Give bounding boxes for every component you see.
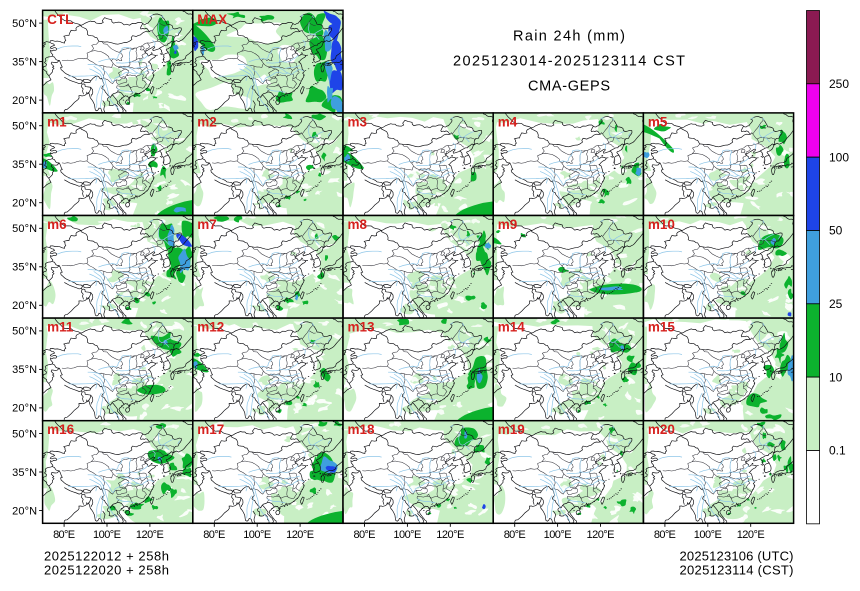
svg-text:10: 10 (829, 370, 843, 384)
svg-text:50: 50 (829, 224, 843, 238)
svg-text:100°E: 100°E (694, 529, 722, 541)
svg-text:25: 25 (829, 297, 843, 311)
svg-text:80°E: 80°E (654, 529, 676, 541)
svg-text:m17: m17 (197, 422, 224, 437)
svg-text:m14: m14 (498, 320, 526, 335)
svg-text:m15: m15 (648, 320, 676, 335)
svg-text:35°N: 35°N (12, 467, 37, 479)
svg-text:20°N: 20°N (12, 403, 37, 415)
svg-text:80°E: 80°E (203, 529, 225, 541)
svg-text:20°N: 20°N (12, 198, 37, 210)
svg-text:120°E: 120°E (587, 529, 615, 541)
svg-text:m12: m12 (197, 320, 224, 335)
svg-text:m2: m2 (197, 114, 217, 129)
svg-text:m20: m20 (648, 422, 675, 437)
svg-text:120°E: 120°E (136, 529, 164, 541)
svg-text:m18: m18 (348, 422, 376, 437)
svg-text:50°N: 50°N (12, 121, 37, 133)
svg-text:m19: m19 (498, 422, 525, 437)
svg-text:m1: m1 (47, 114, 67, 129)
svg-text:100°E: 100°E (393, 529, 421, 541)
svg-text:20°N: 20°N (12, 300, 37, 312)
svg-text:20°N: 20°N (12, 95, 37, 107)
svg-text:35°N: 35°N (12, 364, 37, 376)
svg-text:120°E: 120°E (737, 529, 765, 541)
svg-text:35°N: 35°N (12, 262, 37, 274)
svg-text:CMA-GEPS: CMA-GEPS (528, 79, 610, 95)
svg-text:20°N: 20°N (12, 505, 37, 517)
svg-text:250: 250 (829, 77, 849, 91)
svg-text:m6: m6 (47, 217, 67, 232)
svg-text:m11: m11 (47, 320, 74, 335)
svg-text:2025123014-2025123114 CST: 2025123014-2025123114 CST (453, 54, 685, 70)
svg-text:m13: m13 (348, 320, 376, 335)
svg-text:50°N: 50°N (12, 223, 37, 235)
svg-text:m4: m4 (498, 114, 518, 129)
svg-text:100: 100 (829, 150, 849, 164)
svg-text:100°E: 100°E (544, 529, 572, 541)
svg-text:CTL: CTL (47, 12, 73, 27)
svg-text:2025123114 (CST): 2025123114 (CST) (680, 563, 794, 578)
svg-text:50°N: 50°N (12, 18, 37, 30)
svg-text:35°N: 35°N (12, 56, 37, 68)
svg-text:35°N: 35°N (12, 159, 37, 171)
svg-text:2025122012 + 258h: 2025122012 + 258h (44, 549, 169, 564)
svg-text:50°N: 50°N (12, 326, 37, 338)
svg-text:2025123106 (UTC): 2025123106 (UTC) (680, 549, 794, 564)
svg-text:120°E: 120°E (286, 529, 314, 541)
svg-text:120°E: 120°E (436, 529, 464, 541)
svg-text:50°N: 50°N (12, 428, 37, 440)
svg-text:0.1: 0.1 (829, 444, 846, 458)
svg-text:80°E: 80°E (504, 529, 526, 541)
svg-text:80°E: 80°E (53, 529, 75, 541)
svg-text:m8: m8 (348, 217, 368, 232)
svg-text:100°E: 100°E (243, 529, 271, 541)
svg-text:m10: m10 (648, 217, 675, 232)
svg-text:m7: m7 (197, 217, 217, 232)
svg-text:Rain 24h (mm): Rain 24h (mm) (513, 29, 625, 45)
svg-text:100°E: 100°E (93, 529, 121, 541)
svg-text:m3: m3 (348, 114, 368, 129)
svg-text:m9: m9 (498, 217, 518, 232)
svg-text:80°E: 80°E (354, 529, 376, 541)
svg-text:m16: m16 (47, 422, 75, 437)
svg-text:MAX: MAX (197, 12, 227, 27)
svg-text:m5: m5 (648, 114, 668, 129)
svg-text:2025122020 + 258h: 2025122020 + 258h (44, 563, 169, 578)
